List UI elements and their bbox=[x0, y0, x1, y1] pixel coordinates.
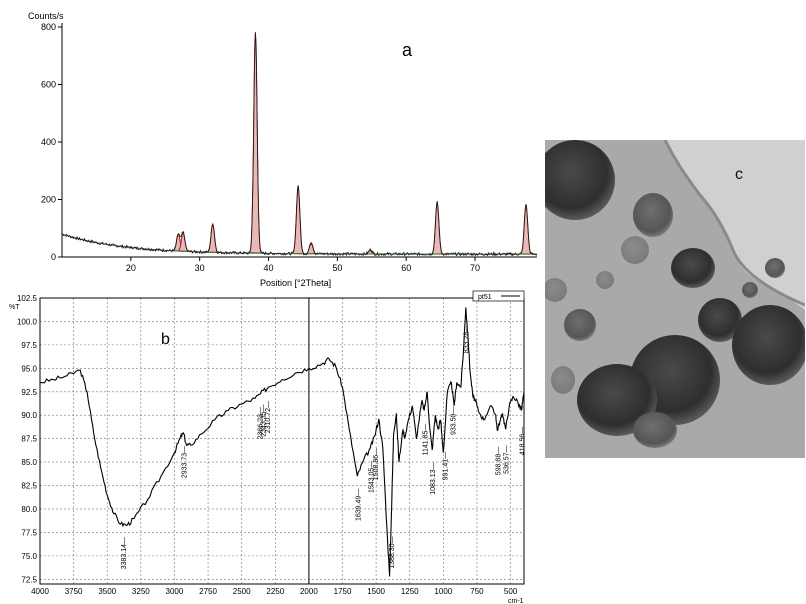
ftir-legend-box bbox=[472, 290, 525, 302]
xrd-x-tick-label: 60 bbox=[401, 263, 411, 273]
ftir-grid bbox=[39, 297, 524, 584]
ftir-legend-label: pt51 bbox=[478, 294, 492, 301]
ftir-curves bbox=[39, 307, 525, 577]
ftir-x-tick-label: 1250 bbox=[401, 587, 419, 596]
ftir-y-tick-label: 85.0 bbox=[21, 458, 37, 467]
ftir-legend: pt51 bbox=[472, 290, 525, 302]
ftir-x-tick-label: 2500 bbox=[233, 587, 251, 596]
ftir-y-tick-label: 87.5 bbox=[21, 435, 37, 444]
xrd-x-tick-label: 50 bbox=[332, 263, 342, 273]
xrd-x-tick-label: 70 bbox=[470, 263, 480, 273]
ftir-x-tick-label: 500 bbox=[504, 587, 518, 596]
ftir-y-tick-label: 102.5 bbox=[17, 294, 38, 303]
ftir-x-tick-label: 1000 bbox=[434, 587, 452, 596]
ftir-axes: 72.5 75.0 77.5 80.0 82.5 85.0 87.5 90.0 92.5 95.0… bbox=[17, 294, 525, 596]
tem-micrograph-panel: c bbox=[545, 140, 805, 458]
ftir-peak-label: 2343.35— bbox=[261, 404, 268, 436]
tem-micrograph-icon bbox=[545, 140, 805, 458]
ftir-x-tick-label: 3250 bbox=[132, 587, 150, 596]
xrd-y-tick-label: 600 bbox=[41, 80, 56, 90]
ftir-peak-label: 598.88— bbox=[495, 447, 502, 475]
ftir-peak-label: 536.57— bbox=[504, 445, 511, 473]
ftir-peak-label: 1083.13— bbox=[430, 462, 437, 494]
ftir-x-tick-label: 3000 bbox=[166, 587, 184, 596]
xrd-axes: 0 200 400 600 800 20 30 40 50 60 70 bbox=[41, 22, 537, 273]
xrd-curves bbox=[61, 32, 538, 257]
xrd-series-line bbox=[62, 32, 538, 257]
ftir-peak-label: 418.56— bbox=[520, 427, 527, 455]
ftir-y-tick-label: 75.0 bbox=[21, 552, 37, 561]
ftir-peak-label: 991.41— bbox=[443, 452, 450, 480]
ftir-y-tick-label: 90.0 bbox=[21, 411, 37, 420]
ftir-peak-label: 2310.72— bbox=[265, 401, 272, 433]
xrd-y-tick-label: 400 bbox=[41, 137, 56, 147]
ftir-peak-label: 833.28— bbox=[464, 325, 471, 353]
xrd-x-axis-label: Position [°2Theta] bbox=[260, 278, 331, 288]
ftir-peak-label: 1508.86— bbox=[373, 448, 380, 480]
ftir-y-tick-label: 97.5 bbox=[21, 341, 37, 350]
ftir-peak-label: 933.50— bbox=[450, 407, 457, 435]
xrd-x-tick-label: 40 bbox=[264, 263, 274, 273]
ftir-x-tick-label: 1750 bbox=[334, 587, 352, 596]
ftir-x-tick-label: 1500 bbox=[367, 587, 385, 596]
ftir-y-tick-label: 77.5 bbox=[21, 528, 37, 537]
ftir-series-line bbox=[39, 307, 525, 577]
ftir-peak-label: 2366.23— bbox=[258, 407, 265, 439]
ftir-peak-label: 3383.14— bbox=[121, 537, 128, 569]
ftir-y-tick-label: 92.5 bbox=[21, 388, 37, 397]
ftir-y-tick-label: 80.0 bbox=[21, 505, 37, 514]
ftir-annotations: 3383.14— 2933.73— 2366.23—2343.35—2310.72—… bbox=[121, 325, 527, 570]
ftir-peak-label: 1639.49— bbox=[355, 489, 362, 521]
ftir-peak-label: 1388.30— bbox=[389, 536, 396, 568]
ftir-y-tick-label: 100.0 bbox=[17, 317, 38, 326]
ftir-x-tick-label: 2750 bbox=[199, 587, 217, 596]
ftir-y-tick-label: 82.5 bbox=[21, 482, 37, 491]
ftir-x-tick-label: 3750 bbox=[65, 587, 83, 596]
ftir-y-tick-label: 72.5 bbox=[21, 575, 37, 584]
ftir-x-tick-label: 3500 bbox=[98, 587, 116, 596]
ftir-peak-label: 1141.85— bbox=[422, 424, 429, 456]
ftir-x-tick-label: 4000 bbox=[31, 587, 49, 596]
ftir-y-tick-label: 95.0 bbox=[21, 364, 37, 373]
ftir-peak-label: 2933.73— bbox=[181, 446, 188, 478]
xrd-panel-label: a bbox=[402, 40, 413, 60]
ftir-x-tick-label: 2250 bbox=[266, 587, 284, 596]
xrd-x-tick-label: 20 bbox=[126, 263, 136, 273]
xrd-y-tick-label: 0 bbox=[51, 252, 56, 262]
ftir-peak-label: 1543.05— bbox=[368, 461, 375, 493]
ftir-x-tick-label: 2000 bbox=[300, 587, 318, 596]
ftir-y-axis-label: %T bbox=[9, 304, 20, 311]
ftir-x-tick-label: 750 bbox=[470, 587, 484, 596]
xrd-y-axis-label: Counts/s bbox=[28, 11, 64, 21]
ftir-x-axis-label: cm-1 bbox=[508, 598, 524, 604]
ftir-panel-label: b bbox=[161, 331, 170, 348]
xrd-x-tick-label: 30 bbox=[195, 263, 205, 273]
xrd-y-tick-label: 200 bbox=[41, 195, 56, 205]
tem-panel-label: c bbox=[735, 166, 743, 183]
xrd-y-tick-label: 800 bbox=[41, 22, 56, 32]
ftir-plot-frame bbox=[39, 297, 525, 585]
